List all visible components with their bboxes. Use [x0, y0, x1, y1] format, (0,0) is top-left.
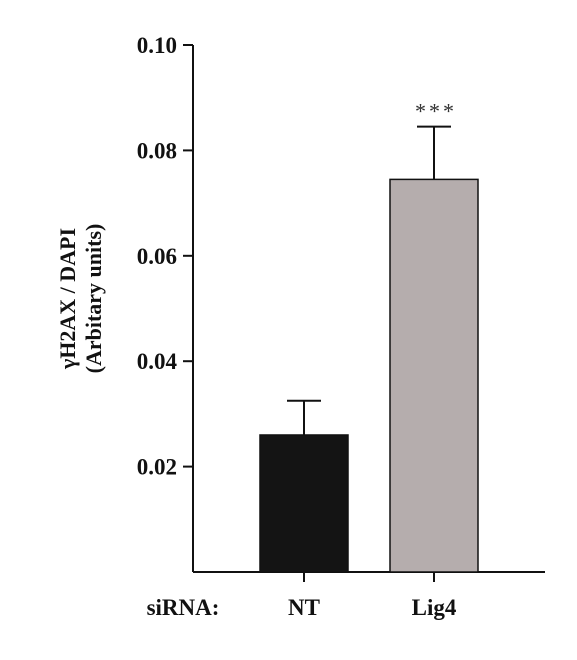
y-axis-label-line1: γH2AX / DAPI — [55, 228, 80, 370]
x-axis-prefix-label: siRNA: — [147, 595, 220, 620]
y-axis-label-line2: (Arbitary units) — [81, 224, 106, 374]
significance-annotation: *** — [415, 99, 457, 124]
x-tick-label-lig4: Lig4 — [412, 595, 457, 620]
x-tick-label-nt: NT — [288, 595, 320, 620]
chart-axes — [183, 44, 545, 582]
y-tick-label: 0.02 — [137, 455, 177, 480]
bar-nt — [259, 434, 349, 573]
labels-group: 0.02 0.04 0.06 0.08 0.10 NT Lig4 *** — [137, 33, 457, 620]
y-tick-label: 0.04 — [137, 349, 178, 374]
y-tick-label: 0.06 — [137, 244, 177, 269]
bars-group — [259, 125, 479, 573]
bar-lig4 — [389, 178, 479, 573]
y-tick-label: 0.10 — [137, 33, 177, 58]
y-tick-label: 0.08 — [137, 138, 177, 163]
